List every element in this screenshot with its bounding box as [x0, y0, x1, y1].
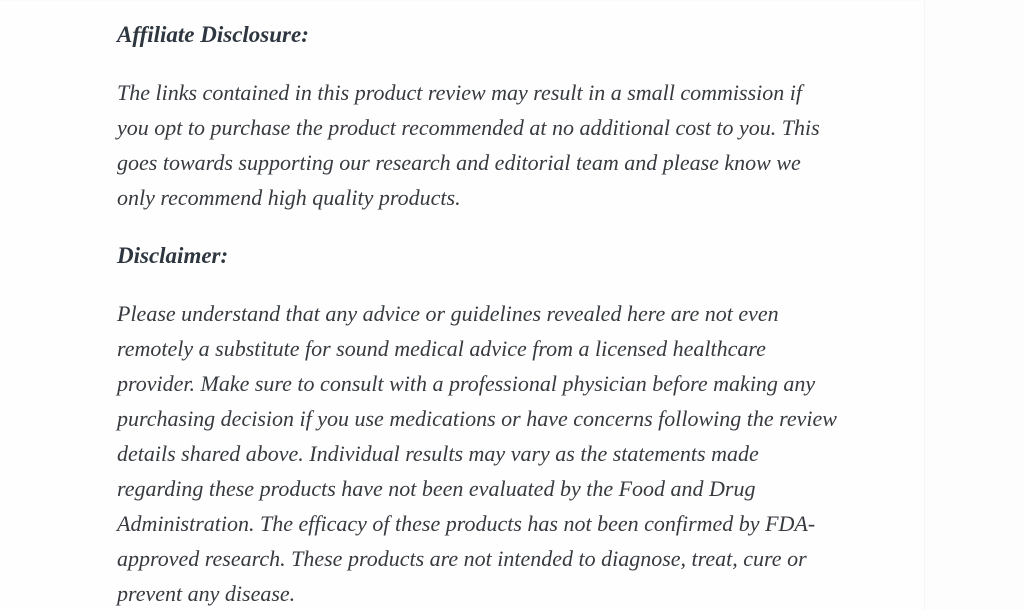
content-card: Affiliate Disclosure: The links containe…	[117, 22, 837, 606]
disclaimer-heading: Disclaimer:	[117, 243, 229, 268]
affiliate-disclosure-heading: Affiliate Disclosure:	[117, 22, 309, 47]
disclaimer-text: Please understand that any advice or gui…	[117, 301, 837, 606]
affiliate-disclosure-section: Affiliate Disclosure: The links containe…	[117, 17, 929, 215]
disclaimer-section: Disclaimer: Please understand that any a…	[117, 238, 929, 610]
article-content: Affiliate Disclosure: The links containe…	[0, 1, 929, 610]
affiliate-disclosure-text: The links contained in this product revi…	[117, 80, 820, 210]
